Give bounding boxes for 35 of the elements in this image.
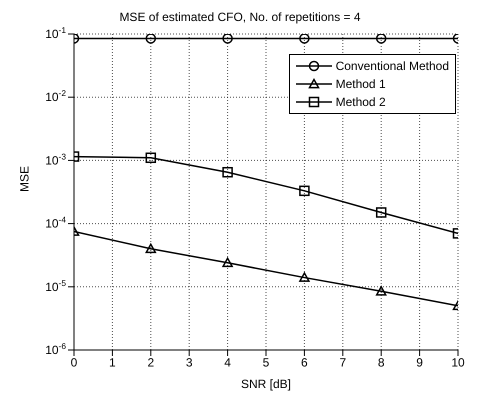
x-tick-label: 4 [224,356,232,370]
y-tick-label: 10$^{-1}$ [45,25,66,41]
point [299,272,310,282]
x-axis-title: SNR [dB] [240,377,292,391]
legend-label: Method 1 [336,77,386,91]
y-axis-title: MSE [17,166,32,192]
point [376,207,386,218]
point [146,152,156,164]
point [376,286,386,296]
y-tick-label: 10$^{-6}$ [45,341,66,357]
point [222,34,233,44]
y-tick-label: 10$^{-2}$ [45,88,66,104]
x-tick-label: 9 [416,356,424,370]
x-tick-label: 10 [451,356,465,370]
point [299,34,310,44]
y-tick-label: 10$^{-4}$ [45,214,66,231]
x-tick-label: 8 [378,356,385,370]
point [222,258,233,268]
x-tick-label: 3 [186,356,193,370]
point [222,166,233,178]
x-tick-label: 1 [109,356,116,370]
x-tick-label: 7 [339,356,346,370]
point [376,34,386,44]
y-tick-label: 10$^{-3}$ [45,151,66,168]
point [146,244,156,254]
point [299,186,310,196]
legend-label: Conventional Method [336,59,449,73]
y-tick-label: 10$^{-5}$ [45,278,66,294]
x-tick-label: 2 [147,356,154,370]
chart-title: MSE of estimated CFO, No. of repetitions = 4 [118,9,362,26]
legend-label: Method 2 [336,95,386,109]
x-tick-label: 0 [70,356,78,370]
point [146,34,156,44]
x-tick-label: 5 [262,356,270,370]
x-tick-label: 6 [301,356,308,370]
